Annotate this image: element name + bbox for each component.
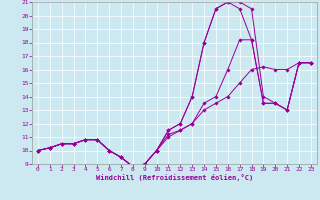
X-axis label: Windchill (Refroidissement éolien,°C): Windchill (Refroidissement éolien,°C) [96,174,253,181]
